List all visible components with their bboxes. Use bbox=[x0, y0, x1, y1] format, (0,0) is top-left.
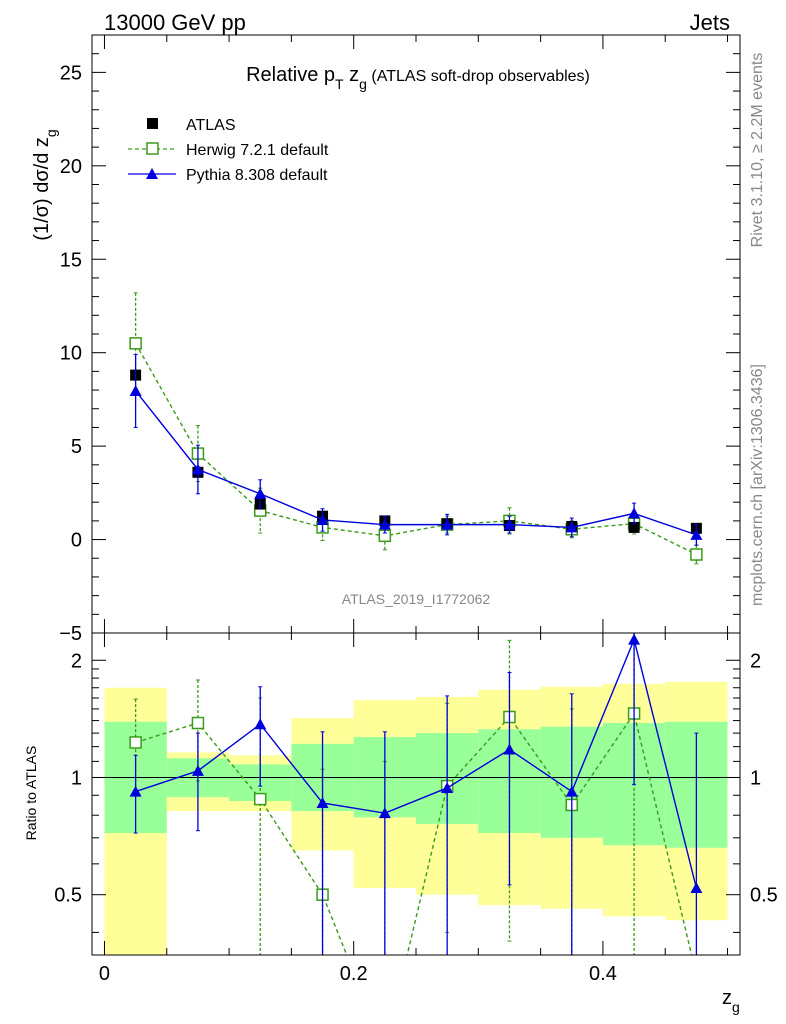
main-panel-data bbox=[129, 292, 703, 565]
main-point-herwig bbox=[129, 337, 142, 350]
main-point-pythia bbox=[378, 518, 391, 530]
main-y-tick-label: 5 bbox=[71, 436, 82, 458]
ratio-y-tick-label-right: 0.5 bbox=[750, 885, 778, 907]
ratio-point-herwig bbox=[129, 736, 142, 749]
legend-pythia-label: Pythia 8.308 default bbox=[186, 167, 328, 184]
ratio-y-axis-label: Ratio to ATLAS bbox=[23, 746, 39, 841]
main-panel-ticks: −5 0 5 10 15 20 25 bbox=[59, 34, 740, 645]
main-point-pythia bbox=[316, 513, 329, 525]
ratio-y-tick-label: 1 bbox=[71, 767, 82, 789]
main-y-tick-label: 20 bbox=[60, 156, 82, 178]
legend-atlas-label: ATLAS bbox=[186, 117, 236, 134]
x-tick-label: 0.4 bbox=[589, 963, 617, 985]
ratio-y-tick-label-right: 2 bbox=[750, 650, 761, 672]
ratio-point-herwig bbox=[253, 792, 267, 806]
main-point-pythia bbox=[441, 518, 454, 530]
main-point-pythia bbox=[129, 384, 142, 396]
main-point-atlas bbox=[628, 521, 640, 533]
mcplots-reference-label: mcplots.cern.ch [arXiv:1306.3436] bbox=[749, 364, 766, 606]
header-energy-label: 13000 GeV pp bbox=[104, 10, 246, 35]
ratio-point-pythia bbox=[129, 785, 142, 797]
ratio-point-pythia bbox=[191, 764, 204, 776]
ratio-y-tick-label: 0.5 bbox=[54, 885, 82, 907]
rivet-version-label: Rivet 3.1.10, ≥ 2.2M events bbox=[749, 53, 766, 248]
ratio-point-pythia bbox=[254, 718, 267, 730]
x-axis-label: zg bbox=[722, 987, 740, 1015]
main-series-line-2 bbox=[135, 390, 697, 536]
ratio-point-pythia bbox=[316, 796, 329, 808]
ratio-point-herwig bbox=[191, 716, 205, 730]
main-y-axis-label: (1/σ) dσ/d zg bbox=[31, 129, 59, 240]
main-point-pythia bbox=[254, 487, 267, 499]
ratio-point-pythia bbox=[565, 785, 578, 797]
main-y-tick-label: 0 bbox=[71, 530, 82, 552]
ratio-series-line-0 bbox=[135, 711, 693, 955]
ratio-y-tick-label-right: 1 bbox=[750, 767, 761, 789]
x-tick-label: 0.2 bbox=[340, 963, 368, 985]
legend-herwig-marker bbox=[146, 142, 159, 155]
main-point-pythia bbox=[690, 528, 703, 540]
legend: ATLAS Herwig 7.2.1 default Pythia 8.308 … bbox=[128, 117, 329, 184]
main-y-tick-label: −5 bbox=[59, 623, 82, 645]
legend-pythia-marker bbox=[146, 168, 158, 179]
main-point-pythia bbox=[628, 507, 641, 519]
ratio-y-tick-label: 2 bbox=[71, 650, 82, 672]
main-point-pythia bbox=[503, 518, 516, 530]
legend-herwig-label: Herwig 7.2.1 default bbox=[186, 142, 329, 159]
ratio-panel-ticks: 0.5 0.5 1 1 2 2 0 0.2 0.4 bbox=[54, 633, 778, 985]
main-y-tick-label: 10 bbox=[60, 343, 82, 365]
main-y-tick-label: 15 bbox=[60, 249, 82, 271]
x-tick-label: 0 bbox=[99, 963, 110, 985]
ratio-point-pythia bbox=[378, 807, 391, 819]
ratio-point-pythia bbox=[628, 633, 641, 645]
main-point-pythia bbox=[191, 463, 204, 475]
main-point-herwig bbox=[690, 548, 703, 561]
ratio-point-pythia bbox=[441, 781, 454, 793]
main-y-tick-label: 25 bbox=[60, 62, 82, 84]
ratio-point-pythia bbox=[503, 743, 516, 755]
main-series-line-1 bbox=[135, 342, 697, 556]
ratio-point-pythia bbox=[690, 882, 703, 894]
analysis-watermark: ATLAS_2019_I1772062 bbox=[342, 591, 491, 607]
legend-atlas-marker bbox=[147, 118, 158, 129]
main-title: Relative pT zg (ATLAS soft-drop observab… bbox=[246, 64, 590, 92]
ratio-panel-data bbox=[129, 633, 703, 956]
main-point-pythia bbox=[565, 521, 578, 533]
ratio-panel-frame bbox=[91, 632, 741, 956]
ratio-series-line-1 bbox=[135, 637, 698, 889]
header-process-label: Jets bbox=[690, 10, 730, 35]
